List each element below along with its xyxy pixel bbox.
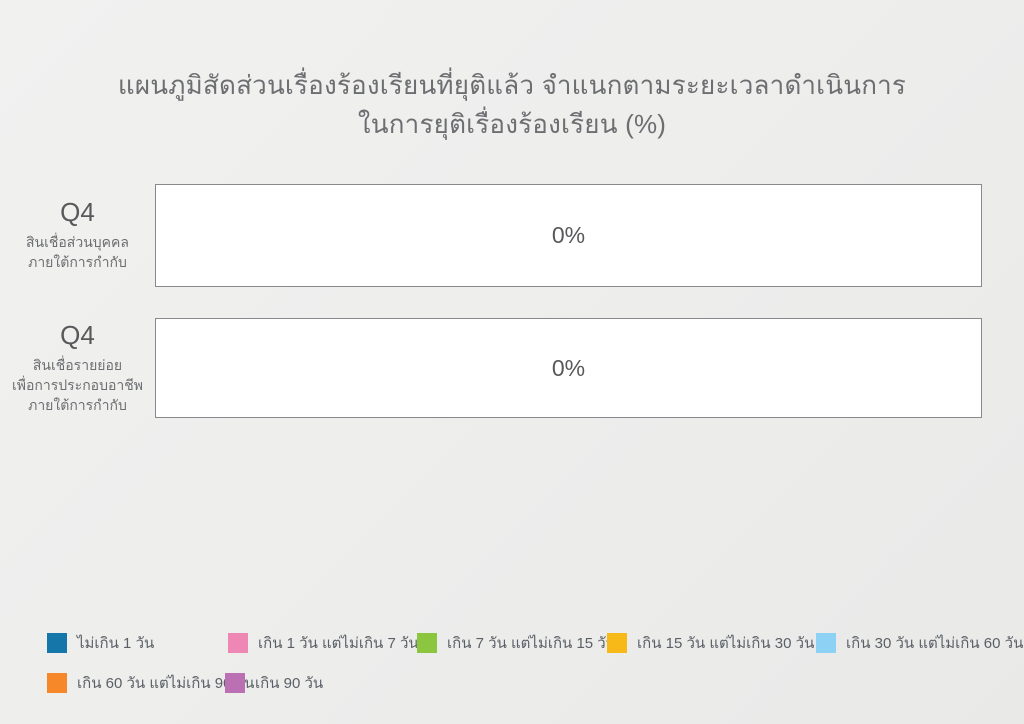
category-quarter: Q4 [60,197,95,228]
legend-label: ไม่เกิน 1 วัน [77,634,155,652]
legend-label: เกิน 1 วัน แต่ไม่เกิน 7 วัน [258,634,419,652]
bar-track: 0% [155,318,982,418]
category-quarter: Q4 [60,319,95,350]
legend-swatch-icon [47,672,67,693]
legend-item-7-to-15-days: เกิน 7 วัน แต่ไม่เกิน 15 วัน [417,632,616,653]
bar-track: 0% [155,184,982,287]
chart-title-line2: ในการยุติเรื่องร้องเรียน (%) [357,109,667,139]
category-label: Q4 สินเชื่อส่วนบุคคล ภายใต้การกำกับ [0,184,155,287]
legend-label: เกิน 30 วัน แต่ไม่เกิน 60 วัน [846,634,1024,652]
category-subtitle: สินเชื่อส่วนบุคคล ภายใต้การกำกับ [26,234,129,271]
chart-title: แผนภูมิสัดส่วนเรื่องร้องเรียนที่ยุติแล้ว… [0,66,1024,144]
legend-item-over-90-days: เกิน 90 วัน [225,672,323,693]
bar-row-q4-personal-loan: Q4 สินเชื่อส่วนบุคคล ภายใต้การกำกับ 0% [0,184,982,287]
legend-label: เกิน 7 วัน แต่ไม่เกิน 15 วัน [447,634,616,652]
legend-item-30-to-60-days: เกิน 30 วัน แต่ไม่เกิน 60 วัน [816,632,1023,653]
bar-row-q4-retail-occupational-loan: Q4 สินเชื่อรายย่อย เพื่อการประกอบอาชีพ ภ… [0,318,982,418]
chart-title-line1: แผนภูมิสัดส่วนเรื่องร้องเรียนที่ยุติแล้ว… [117,70,907,100]
bar-value-label: 0% [551,222,586,248]
legend-item-60-to-90-days: เกิน 60 วัน แต่ไม่เกิน 90 วัน [47,672,254,693]
legend-label: เกิน 60 วัน แต่ไม่เกิน 90 วัน [77,674,255,692]
legend-swatch-icon [417,632,437,653]
legend-swatch-icon [607,632,627,653]
bar-value-label: 0% [551,354,586,381]
category-label: Q4 สินเชื่อรายย่อย เพื่อการประกอบอาชีพ ภ… [0,318,155,418]
legend-item-not-over-1-day: ไม่เกิน 1 วัน [47,632,154,653]
legend-swatch-icon [225,672,245,693]
legend-swatch-icon [47,632,67,653]
legend-item-1-to-7-days: เกิน 1 วัน แต่ไม่เกิน 7 วัน [228,632,419,653]
legend-label: เกิน 90 วัน [255,674,324,692]
legend-swatch-icon [228,632,248,653]
legend-item-15-to-30-days: เกิน 15 วัน แต่ไม่เกิน 30 วัน [607,632,814,653]
category-subtitle: สินเชื่อรายย่อย เพื่อการประกอบอาชีพ ภายใ… [12,356,143,414]
legend-label: เกิน 15 วัน แต่ไม่เกิน 30 วัน [637,634,815,652]
legend-swatch-icon [816,632,836,653]
